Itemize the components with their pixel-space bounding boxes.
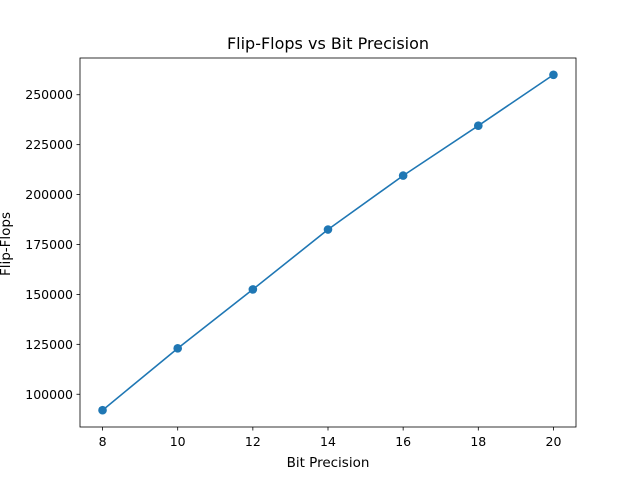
data-point [549, 70, 558, 80]
x-tick-label: 18 [470, 434, 486, 449]
data-point [98, 405, 107, 415]
x-tick-label: 12 [245, 434, 261, 449]
data-point [248, 285, 258, 294]
data-point [474, 121, 483, 130]
y-tick-label: 150000 [25, 287, 73, 302]
x-tick-label: 10 [170, 434, 186, 449]
y-axis-label: Flip-Flops [0, 212, 14, 276]
data-point [173, 344, 182, 353]
chart-title: Flip-Flops vs Bit Precision [227, 34, 429, 53]
y-tick-label: 125000 [25, 337, 73, 352]
y-tick-label: 100000 [25, 387, 73, 402]
plot-area: 8 10 12 14 16 18 20 100000 125000 150000 175000 200… [25, 57, 577, 449]
y-tick-label: 200000 [25, 187, 73, 202]
x-axis-label: Bit Precision [287, 455, 370, 471]
data-point [398, 171, 408, 180]
data-point [323, 225, 333, 234]
x-tick-label: 20 [546, 434, 562, 449]
x-tick-label: 16 [395, 434, 411, 449]
y-tick-label: 175000 [25, 237, 73, 252]
x-tick-label: 8 [99, 434, 107, 449]
y-tick-label: 250000 [25, 87, 73, 102]
y-tick-label: 225000 [25, 137, 73, 152]
x-tick-label: 14 [320, 434, 336, 449]
